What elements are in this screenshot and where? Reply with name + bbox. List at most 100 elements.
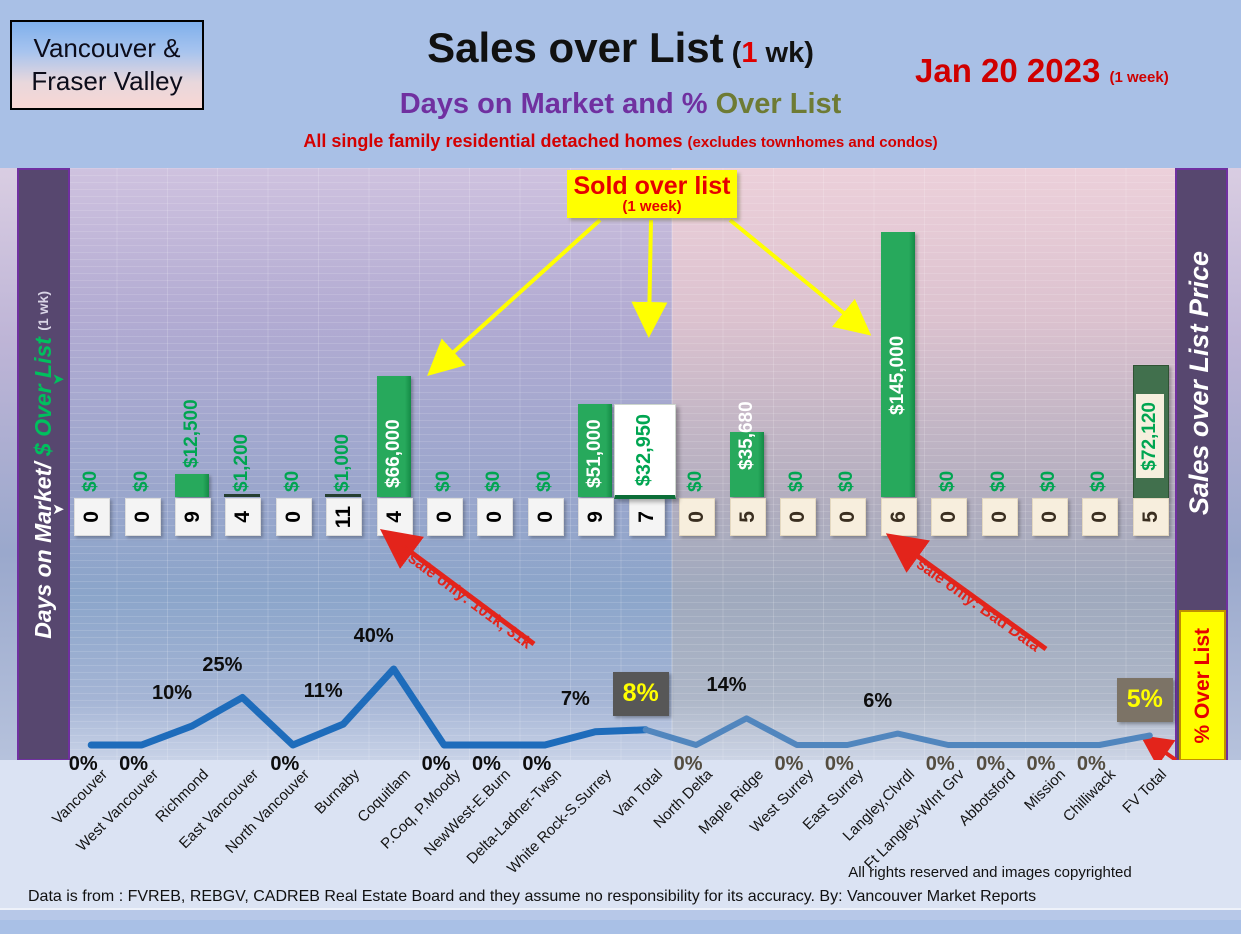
bottom-strip — [0, 908, 1241, 920]
days-value-east-surrey: 0 — [836, 511, 860, 523]
days-value-langley-clvrdl: 6 — [886, 511, 910, 523]
tagline-small: (excludes townhomes and condos) — [687, 134, 938, 151]
days-box-delta-ladner-twsn: 0 — [527, 498, 564, 536]
days-value-west-surrey: 0 — [785, 511, 809, 523]
percent-value-langley-clvrdl: 6% — [863, 689, 893, 712]
title-main: Sales over List — [427, 24, 724, 71]
dollar-value-west-surrey: $0 — [785, 470, 807, 492]
days-value-maple-ridge: 5 — [735, 511, 759, 523]
days-value-fv-total: 5 — [1138, 511, 1162, 523]
percent-value-white-rock-s-surrey: 7% — [560, 687, 590, 710]
days-value-west-vancouver: 0 — [130, 511, 154, 523]
page-title: Sales over List (1 wk) — [0, 24, 1241, 72]
percent-over-list-legend: % Over List — [1179, 610, 1226, 761]
days-value-abbotsford: 0 — [987, 511, 1011, 523]
days-value-richmond: 9 — [181, 511, 205, 523]
percent-value-north-delta: 0% — [673, 753, 703, 775]
days-value-mission: 0 — [1037, 511, 1061, 523]
percent-value-abbotsford: 0% — [976, 753, 1006, 775]
days-box-mission: 0 — [1031, 498, 1068, 536]
percent-value-east-vancouver: 25% — [202, 653, 243, 676]
bar-tick-east-vancouver — [224, 494, 261, 497]
days-box-vancouver: 0 — [74, 498, 111, 536]
plot-layer: $0 0 0% $0 0 0% $12,500 9 10% $1,200 4 25% $0 0 0% $1,0… — [0, 168, 1241, 775]
dollar-value-coquitlam: $66,000 — [382, 419, 404, 488]
dollar-value-chilliwack: $0 — [1088, 470, 1110, 492]
percent-value-west-surrey: 0% — [774, 753, 804, 775]
days-box-maple-ridge: 5 — [729, 498, 766, 536]
days-box-chilliwack: 0 — [1082, 498, 1119, 536]
title-one: 1 — [741, 37, 758, 69]
title-paren: ( — [723, 37, 742, 69]
dollar-value-east-vancouver: $1,200 — [231, 433, 253, 492]
days-value-newwest-e-burn: 0 — [483, 511, 507, 523]
percent-value-burnaby: 11% — [303, 680, 343, 703]
dollar-value-ft-langley-wint-grv: $0 — [937, 470, 959, 492]
dollar-value-maple-ridge: $35,680 — [735, 401, 757, 470]
subtitle: Days on Market and % Over List — [0, 88, 1241, 121]
dollar-value-delta-ladner-twsn: $0 — [533, 470, 555, 492]
days-box-newwest-e-burn: 0 — [477, 498, 514, 536]
total-label-box-van-total: $32,950 — [613, 404, 676, 499]
days-value-ft-langley-wint-grv: 0 — [937, 511, 961, 523]
percent-box-van-total: 8% — [612, 671, 669, 716]
percent-value-north-vancouver: 0% — [270, 753, 300, 775]
total-label-box-fv-total: $72,120 — [1135, 394, 1164, 478]
percent-value-east-surrey: 0% — [824, 753, 854, 775]
days-box-east-vancouver: 4 — [225, 498, 262, 536]
days-value-chilliwack: 0 — [1088, 511, 1112, 523]
title-wk: wk) — [757, 37, 814, 69]
percent-value-coquitlam: 40% — [353, 625, 394, 647]
report-date: Jan 20 2023 (1 week) — [915, 52, 1225, 90]
percent-value-vancouver: 0% — [68, 753, 98, 775]
source-text: Data is from : FVREB, REBGV, CADREB Real… — [28, 888, 1037, 905]
days-value-van-total: 7 — [634, 511, 658, 523]
days-box-p-coq-p-moody: 0 — [427, 498, 464, 536]
dollar-value-p-coq-p-moody: $0 — [433, 470, 455, 492]
bar-white-rock-s-surrey — [578, 404, 613, 497]
dollar-value-east-surrey: $0 — [836, 470, 858, 492]
percent-value-newwest-e-burn: 0% — [472, 753, 501, 775]
days-box-east-surrey: 0 — [830, 498, 867, 536]
dollar-value-mission: $0 — [1037, 470, 1059, 492]
dollar-value-burnaby: $1,000 — [332, 433, 354, 492]
days-box-langley-clvrdl: 6 — [880, 498, 917, 536]
percent-value-mission: 0% — [1026, 753, 1056, 775]
days-box-ft-langley-wint-grv: 0 — [931, 498, 968, 536]
days-box-north-delta: 0 — [679, 498, 716, 536]
percent-box-fv-total: 5% — [1116, 677, 1173, 722]
dollar-value-west-vancouver: $0 — [130, 470, 152, 492]
date-note: (1 week) — [1109, 69, 1169, 86]
dollar-value-white-rock-s-surrey: $51,000 — [584, 419, 606, 488]
date-text: Jan 20 2023 — [915, 52, 1101, 89]
bar-tick-burnaby — [325, 494, 362, 497]
dollar-value-langley-clvrdl: $145,000 — [886, 335, 908, 415]
tagline: All single family residential detached h… — [0, 131, 1241, 152]
callout-line1: Sold over list — [573, 172, 731, 200]
dollar-value-richmond: $12,500 — [181, 399, 203, 468]
dollar-value-van-total: $32,950 — [633, 413, 656, 487]
days-box-abbotsford: 0 — [981, 498, 1018, 536]
region-line1: Vancouver & — [33, 33, 181, 63]
days-value-delta-ladner-twsn: 0 — [533, 511, 557, 523]
days-value-vancouver: 0 — [80, 511, 104, 523]
dollar-row-arrow-icon: ➤ — [52, 371, 65, 388]
chart-area: Days on Market/ $ Over List (1 wk) Sales… — [0, 168, 1241, 775]
days-box-west-vancouver: 0 — [124, 498, 161, 536]
bar-richmond — [175, 474, 210, 497]
sold-over-list-callout: Sold over list (1 week) — [567, 170, 737, 218]
dollar-value-north-delta: $0 — [685, 470, 707, 492]
days-value-coquitlam: 4 — [382, 511, 406, 523]
days-box-coquitlam: 4 — [376, 498, 413, 536]
percent-value-chilliwack: 0% — [1076, 753, 1106, 775]
callout-line2: (1 week) — [622, 198, 682, 215]
percent-value-west-vancouver: 0% — [119, 753, 149, 775]
region-box: Vancouver & Fraser Valley — [10, 20, 204, 110]
dollar-value-abbotsford: $0 — [987, 470, 1009, 492]
bar-coquitlam — [376, 376, 411, 497]
days-value-p-coq-p-moody: 0 — [433, 511, 457, 523]
days-box-richmond: 9 — [175, 498, 212, 536]
days-row-arrow-icon: ➤ — [52, 501, 65, 518]
percent-value-p-coq-p-moody: 0% — [421, 753, 451, 775]
percent-value-maple-ridge: 14% — [706, 674, 747, 697]
